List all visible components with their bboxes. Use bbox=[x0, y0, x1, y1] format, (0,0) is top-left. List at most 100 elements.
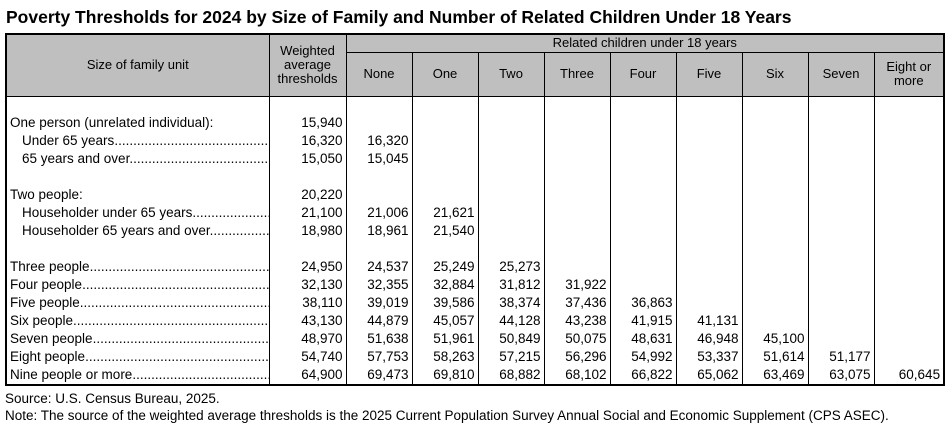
child-value-cell: 44,879 bbox=[345, 312, 413, 330]
row-label: 65 years and over bbox=[5, 150, 270, 168]
child-value-cell bbox=[873, 204, 945, 222]
table-row bbox=[5, 168, 945, 186]
child-value-cell bbox=[873, 222, 945, 240]
child-value-cell bbox=[609, 222, 677, 240]
child-value-cell: 31,812 bbox=[477, 276, 545, 294]
child-value-cell bbox=[741, 240, 809, 258]
child-value-cell bbox=[345, 240, 413, 258]
child-value-cell bbox=[411, 168, 479, 186]
row-label: Six people bbox=[5, 312, 270, 330]
child-value-cell bbox=[609, 150, 677, 168]
child-value-cell bbox=[807, 132, 875, 150]
child-value-cell: 31,922 bbox=[543, 276, 611, 294]
child-value-cell bbox=[477, 132, 545, 150]
page-title: Poverty Thresholds for 2024 by Size of F… bbox=[6, 7, 792, 27]
child-value-cell bbox=[807, 222, 875, 240]
child-value-cell bbox=[477, 240, 545, 258]
note-line: Note: The source of the weighted average… bbox=[5, 408, 889, 423]
child-value-cell bbox=[873, 312, 945, 330]
child-value-cell: 44,128 bbox=[477, 312, 545, 330]
child-value-cell bbox=[675, 114, 743, 132]
child-value-cell: 43,238 bbox=[543, 312, 611, 330]
weighted-threshold-cell bbox=[268, 96, 347, 114]
col-header-seven: Seven bbox=[807, 51, 875, 97]
child-value-cell bbox=[807, 276, 875, 294]
child-value-cell bbox=[477, 114, 545, 132]
child-value-cell bbox=[675, 222, 743, 240]
table-header: Size of family unit Weighted average thr… bbox=[5, 33, 945, 97]
col-header-weighted-average-thresholds: Weighted average thresholds bbox=[268, 33, 347, 97]
child-value-cell bbox=[609, 96, 677, 114]
col-header-none: None bbox=[345, 51, 413, 97]
child-value-cell bbox=[873, 258, 945, 276]
child-value-cell bbox=[411, 114, 479, 132]
child-value-cell bbox=[741, 114, 809, 132]
child-value-cell bbox=[477, 204, 545, 222]
weighted-threshold-cell: 18,980 bbox=[268, 222, 347, 240]
child-value-cell bbox=[609, 204, 677, 222]
child-value-cell bbox=[873, 294, 945, 312]
weighted-threshold-cell: 32,130 bbox=[268, 276, 347, 294]
child-value-cell: 68,882 bbox=[477, 366, 545, 385]
table-row: Eight people54,74057,75358,26357,21556,2… bbox=[5, 348, 945, 366]
child-value-cell bbox=[741, 204, 809, 222]
child-value-cell: 58,263 bbox=[411, 348, 479, 366]
child-value-cell: 16,320 bbox=[345, 132, 413, 150]
child-value-cell bbox=[675, 294, 743, 312]
child-value-cell bbox=[675, 150, 743, 168]
child-value-cell bbox=[543, 132, 611, 150]
child-value-cell: 66,822 bbox=[609, 366, 677, 385]
weighted-threshold-cell: 16,320 bbox=[268, 132, 347, 150]
child-value-cell bbox=[873, 330, 945, 348]
child-value-cell bbox=[807, 294, 875, 312]
child-value-cell: 51,638 bbox=[345, 330, 413, 348]
child-value-cell: 24,537 bbox=[345, 258, 413, 276]
child-value-cell bbox=[411, 96, 479, 114]
row-label bbox=[5, 240, 270, 258]
child-value-cell bbox=[675, 204, 743, 222]
table-row: One person (unrelated individual): 15,940 bbox=[5, 114, 945, 132]
table-body: One person (unrelated individual): 15,940… bbox=[5, 96, 945, 385]
col-header-four: Four bbox=[609, 51, 677, 97]
child-value-cell bbox=[873, 168, 945, 186]
table-row: Four people32,13032,35532,88431,81231,92… bbox=[5, 276, 945, 294]
child-value-cell bbox=[741, 294, 809, 312]
col-header-six: Six bbox=[741, 51, 809, 97]
table-row: Seven people48,97051,63851,96150,84950,0… bbox=[5, 330, 945, 348]
child-value-cell: 38,374 bbox=[477, 294, 545, 312]
row-label: Under 65 years bbox=[5, 132, 270, 150]
weighted-threshold-cell: 38,110 bbox=[268, 294, 347, 312]
child-value-cell bbox=[345, 96, 413, 114]
child-value-cell bbox=[609, 132, 677, 150]
child-value-cell bbox=[741, 312, 809, 330]
child-value-cell bbox=[543, 222, 611, 240]
child-value-cell bbox=[543, 258, 611, 276]
child-value-cell bbox=[675, 258, 743, 276]
child-value-cell bbox=[807, 168, 875, 186]
child-value-cell bbox=[741, 222, 809, 240]
row-label: Five people bbox=[5, 294, 270, 312]
child-value-cell bbox=[675, 132, 743, 150]
child-value-cell: 21,540 bbox=[411, 222, 479, 240]
child-value-cell bbox=[675, 168, 743, 186]
child-value-cell bbox=[543, 186, 611, 204]
weighted-threshold-cell: 21,100 bbox=[268, 204, 347, 222]
weighted-threshold-cell bbox=[268, 168, 347, 186]
child-value-cell bbox=[807, 312, 875, 330]
child-value-cell bbox=[345, 114, 413, 132]
child-value-cell bbox=[609, 240, 677, 258]
child-value-cell bbox=[741, 132, 809, 150]
child-value-cell bbox=[807, 96, 875, 114]
child-value-cell: 60,645 bbox=[873, 366, 945, 385]
weighted-threshold-cell: 24,950 bbox=[268, 258, 347, 276]
child-value-cell bbox=[345, 186, 413, 204]
child-value-cell bbox=[543, 168, 611, 186]
child-value-cell bbox=[741, 186, 809, 204]
child-value-cell bbox=[609, 276, 677, 294]
child-value-cell bbox=[411, 132, 479, 150]
child-value-cell bbox=[477, 186, 545, 204]
child-value-cell: 32,355 bbox=[345, 276, 413, 294]
